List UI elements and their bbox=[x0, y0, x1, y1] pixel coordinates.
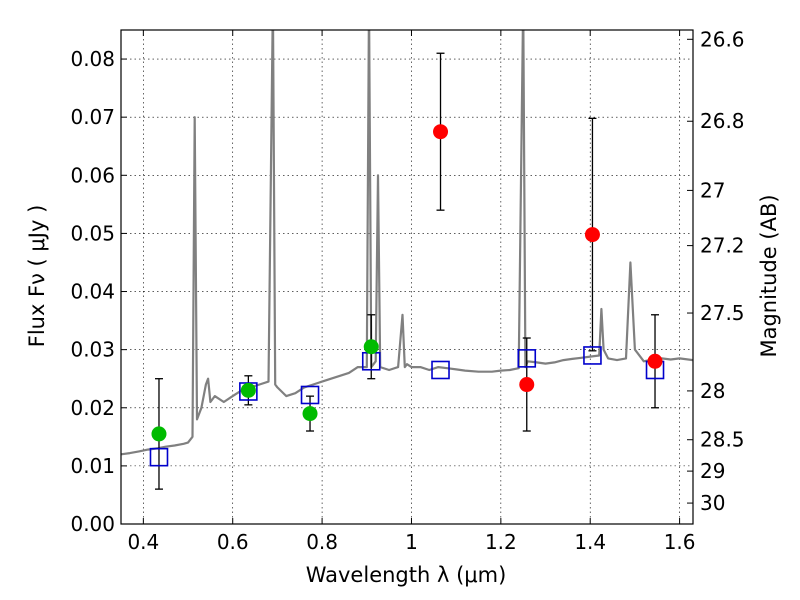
magnitude-tick-label: 26.8 bbox=[700, 109, 745, 133]
measurement-point bbox=[302, 406, 318, 422]
axis-ticks: 0.4 0.6 0.8 1 1.2 1.4 1.6 0.00 0.01 0.02 0.03 0.04 0… bbox=[70, 27, 744, 554]
magnitude-tick-label: 26.6 bbox=[700, 27, 745, 51]
x-tick-label: 0.8 bbox=[306, 530, 338, 554]
magnitude-tick-label: 27.5 bbox=[700, 301, 745, 325]
magnitude-tick-label: 27 bbox=[700, 178, 725, 202]
y-tick-label: 0.02 bbox=[70, 396, 115, 420]
measurement-point bbox=[647, 353, 663, 369]
x-axis-label: Wavelength λ (μm) bbox=[306, 563, 507, 587]
y-tick-label: 0.03 bbox=[70, 338, 115, 362]
y-tick-label: 0.00 bbox=[70, 512, 115, 536]
model-square-point bbox=[149, 447, 169, 467]
measurement-point bbox=[240, 382, 256, 398]
magnitude-tick-label: 29 bbox=[700, 459, 725, 483]
measurement-point bbox=[584, 227, 600, 243]
y-axis-label: Flux Fν ( μJy ) bbox=[25, 205, 49, 348]
magnitude-tick-label: 28.5 bbox=[700, 428, 745, 452]
y-tick-label: 0.04 bbox=[70, 280, 115, 304]
spectrum-line bbox=[121, 30, 693, 456]
model-square-point bbox=[300, 385, 320, 405]
y-tick-label: 0.08 bbox=[70, 47, 115, 71]
measurement-point bbox=[151, 426, 167, 442]
x-tick-label: 1.4 bbox=[574, 530, 606, 554]
magnitude-tick-label: 28 bbox=[700, 379, 725, 403]
magnitude-tick-label: 27.2 bbox=[700, 234, 745, 258]
model-square-point bbox=[517, 349, 537, 368]
magnitude-tick-label: 30 bbox=[700, 491, 725, 515]
plot-frame bbox=[120, 29, 694, 525]
magnitude-axis-label: Magnitude (AB) bbox=[757, 194, 781, 357]
y-tick-label: 0.01 bbox=[70, 454, 115, 478]
y-tick-label: 0.06 bbox=[70, 163, 115, 187]
y-tick-label: 0.07 bbox=[70, 105, 115, 129]
grid bbox=[121, 30, 693, 525]
plot-area bbox=[121, 30, 693, 490]
x-tick-label: 1.2 bbox=[485, 530, 517, 554]
y-tick-label: 0.05 bbox=[70, 221, 115, 245]
measurement-point bbox=[519, 377, 535, 393]
measurement-point bbox=[363, 339, 379, 355]
model-square-point bbox=[583, 346, 602, 365]
x-tick-label: 0.4 bbox=[127, 530, 159, 554]
x-tick-label: 0.6 bbox=[217, 530, 249, 554]
x-tick-label: 1 bbox=[405, 530, 418, 554]
measurement-point bbox=[433, 124, 449, 140]
model-square-point bbox=[431, 360, 450, 380]
x-tick-label: 1.6 bbox=[664, 530, 696, 554]
